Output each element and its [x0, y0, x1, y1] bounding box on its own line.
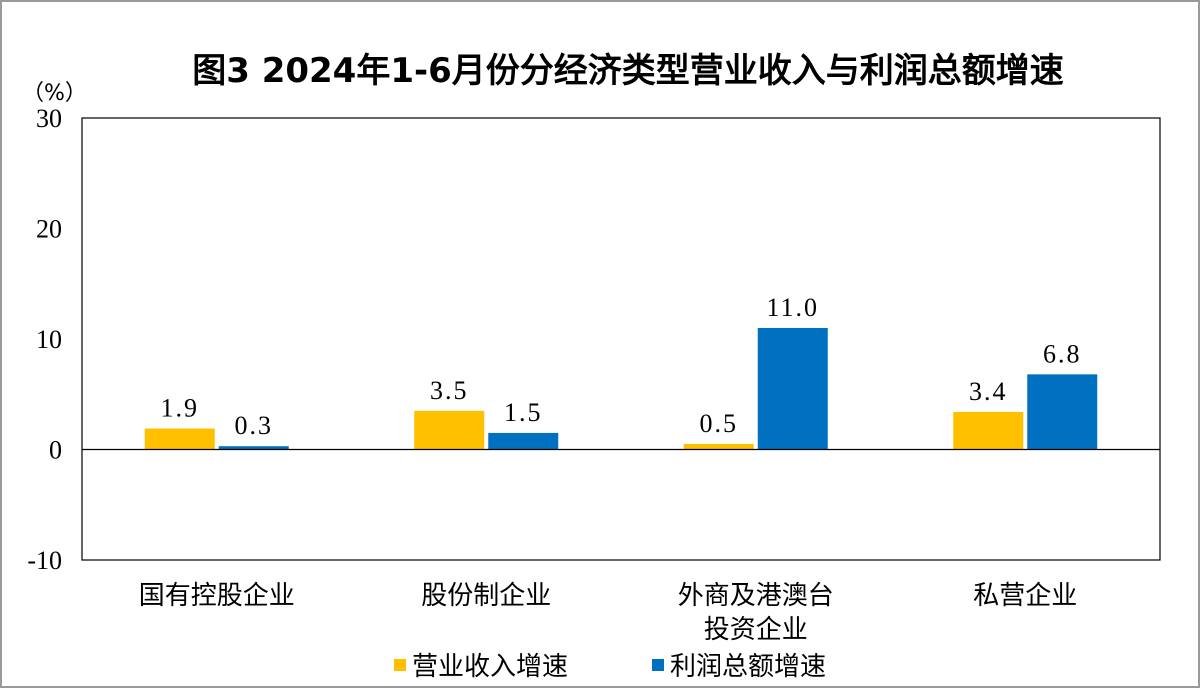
x-category-label: 国有控股企业	[139, 581, 295, 611]
y-axis-unit-label: （%）	[22, 81, 87, 106]
legend: 营业收入增速 利润总额增速	[394, 652, 826, 682]
data-label: 6.8	[1043, 339, 1082, 368]
y-tick-label: 20	[36, 215, 62, 244]
data-label: 3.4	[969, 377, 1008, 406]
y-tick-label: 30	[36, 104, 62, 133]
legend-label: 营业收入增速	[412, 652, 568, 682]
chart-title: 图3 2024年1-6月份分经济类型营业收入与利润总额增速	[192, 51, 1064, 91]
bar	[218, 446, 289, 450]
plot-area-frame	[81, 117, 1161, 561]
x-category-label: 私营企业	[973, 581, 1077, 611]
bar	[1027, 374, 1098, 450]
data-label: 0.3	[235, 411, 274, 440]
data-label: 11.0	[766, 293, 819, 322]
data-label: 1.9	[161, 394, 200, 423]
legend-swatch	[394, 659, 406, 671]
bar	[144, 428, 215, 450]
bar	[414, 410, 485, 450]
bar	[757, 327, 828, 450]
legend-swatch	[652, 659, 664, 671]
bars-layer	[144, 327, 1098, 450]
data-label: 3.5	[430, 376, 469, 405]
legend-label: 利润总额增速	[670, 652, 826, 682]
y-tick-label: -10	[27, 546, 62, 575]
y-tick-label: 0	[49, 436, 62, 465]
bar	[683, 443, 754, 450]
bar	[953, 411, 1024, 450]
x-category-label: 外商及港澳台	[678, 581, 834, 611]
data-labels-layer: 1.9 0.3 3.5 1.5 0.5 11.0 3.4 6.8	[161, 293, 1082, 440]
data-label: 0.5	[700, 409, 739, 438]
x-category-label: 股份制企业	[421, 581, 551, 611]
bar	[488, 432, 559, 450]
data-label: 1.5	[504, 398, 543, 427]
x-category-label: 投资企业	[704, 615, 808, 645]
y-axis: 30 20 10 0 -10	[27, 104, 62, 575]
y-tick-label: 10	[36, 325, 62, 354]
